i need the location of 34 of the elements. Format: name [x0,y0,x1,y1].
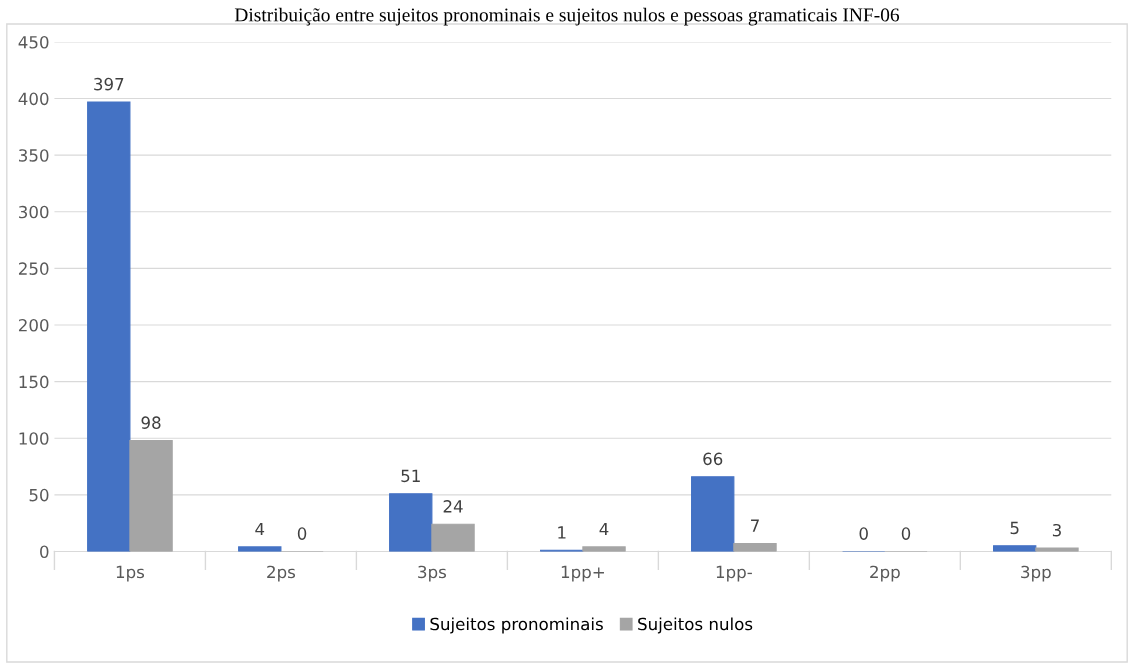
data-label: 1 [558,526,566,539]
data-label: 0 [297,527,307,540]
y-tick-label: 300 [19,205,49,219]
data-label: 24 [443,500,463,513]
y-tick-label: 200 [18,318,49,332]
data-label: 3 [1052,523,1061,537]
data-label: 5 [1010,521,1019,535]
data-label: 4 [599,522,609,536]
y-tick-label: 350 [19,149,49,162]
x-tick-label: 2ps [267,565,296,582]
data-label: 4 [255,522,265,536]
data-label: 397 [94,77,124,91]
x-tick-label: 1pp+ [561,565,604,582]
x-tick-label: 1ps [116,565,145,582]
x-tick-label: 1pp- [716,565,752,582]
y-tick-label: 50 [29,488,49,502]
data-label: 0 [859,527,868,540]
y-tick-label: 250 [18,262,49,275]
y-tick-label: 400 [18,92,49,106]
x-tick-label: 2pp [870,565,900,582]
y-tick-label: 150 [19,375,49,389]
y-tick-label: 100 [19,432,49,445]
data-label: 7 [751,519,759,532]
chart-title: Distribuição entre sujeitos pronominais e sujeitos nulos e pessoas gramaticais INF-06 [234,7,900,26]
x-tick-label: 3ps [418,565,447,582]
y-tick-label: 0 [40,545,49,559]
legend-label: Sujeitos nulos [638,617,753,634]
data-label: 51 [401,469,420,483]
data-label: 98 [141,416,161,429]
data-label: 66 [703,452,723,466]
x-tick-label: 3pp [1021,565,1051,582]
data-label: 0 [901,527,911,540]
y-tick-label: 450 [18,35,49,49]
legend-label: Sujeitos pronominais [430,617,603,634]
